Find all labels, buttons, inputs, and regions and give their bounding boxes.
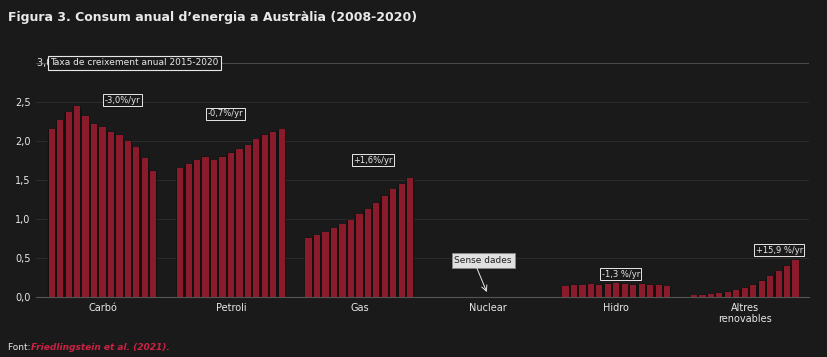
Bar <box>656 285 662 297</box>
Bar <box>700 295 705 297</box>
Bar <box>203 156 208 297</box>
Bar <box>580 285 586 297</box>
Bar <box>305 238 312 297</box>
Bar <box>716 293 723 297</box>
Bar <box>562 286 569 297</box>
Bar <box>99 127 106 297</box>
Bar <box>185 164 192 297</box>
Bar <box>373 202 380 297</box>
Bar <box>323 232 328 297</box>
Text: -0,7%/yr: -0,7%/yr <box>208 109 243 118</box>
Bar <box>588 284 594 297</box>
Bar <box>691 296 697 297</box>
Bar <box>390 189 396 297</box>
Text: -3,0%/yr: -3,0%/yr <box>105 96 141 105</box>
Bar <box>348 220 354 297</box>
Bar <box>708 294 714 297</box>
Bar <box>125 141 131 297</box>
Polygon shape <box>562 283 671 297</box>
Bar <box>65 112 72 297</box>
Bar <box>365 209 371 297</box>
Text: +1,6%/yr: +1,6%/yr <box>353 156 393 165</box>
Bar <box>356 214 362 297</box>
Bar <box>245 145 251 297</box>
Polygon shape <box>176 129 285 297</box>
Bar <box>724 292 731 297</box>
Bar <box>382 196 388 297</box>
Bar <box>261 135 268 297</box>
Bar <box>758 281 765 297</box>
Bar <box>596 285 603 297</box>
Bar <box>767 276 773 297</box>
Bar <box>117 135 122 297</box>
Bar <box>638 284 645 297</box>
Text: 3,0 EJ: 3,0 EJ <box>36 58 65 68</box>
Bar <box>664 286 670 297</box>
Bar <box>151 171 156 297</box>
Text: Figura 3. Consum anual d’energia a Austràlia (2008-2020): Figura 3. Consum anual d’energia a Austr… <box>8 11 418 24</box>
Bar <box>228 152 234 297</box>
Polygon shape <box>304 178 414 297</box>
Bar <box>734 290 739 297</box>
Bar <box>742 288 748 297</box>
Bar <box>270 131 276 297</box>
Text: +15,9 %/yr: +15,9 %/yr <box>756 246 803 255</box>
Text: -1,3 %/yr: -1,3 %/yr <box>602 270 640 279</box>
Bar <box>314 235 320 297</box>
Bar <box>613 283 619 297</box>
Bar <box>605 284 611 297</box>
Bar <box>237 149 242 297</box>
Bar <box>647 285 653 297</box>
Bar <box>219 156 226 297</box>
Bar <box>630 285 636 297</box>
Bar <box>399 184 405 297</box>
Bar <box>108 131 114 297</box>
Bar <box>141 158 148 297</box>
Bar <box>211 160 218 297</box>
Text: Sense dades: Sense dades <box>455 256 512 265</box>
Bar <box>253 139 260 297</box>
Polygon shape <box>690 260 800 297</box>
Bar <box>750 285 757 297</box>
Bar <box>83 116 88 297</box>
Bar <box>177 168 184 297</box>
Bar <box>133 147 140 297</box>
Bar <box>331 228 337 297</box>
Text: Friedlingstein et al. (2021).: Friedlingstein et al. (2021). <box>31 343 170 352</box>
Bar <box>571 285 577 297</box>
Bar <box>194 160 200 297</box>
Bar <box>91 124 97 297</box>
Bar <box>279 129 284 297</box>
Text: Taxa de creixement anual 2015-2020: Taxa de creixement anual 2015-2020 <box>50 58 219 67</box>
Text: Font:: Font: <box>8 343 34 352</box>
Bar <box>622 284 628 297</box>
Bar <box>776 271 782 297</box>
Bar <box>74 106 80 297</box>
Polygon shape <box>48 106 157 297</box>
Bar <box>49 129 55 297</box>
Bar <box>57 120 63 297</box>
Bar <box>792 260 799 297</box>
Bar <box>407 178 414 297</box>
Bar <box>784 266 791 297</box>
Bar <box>339 225 346 297</box>
